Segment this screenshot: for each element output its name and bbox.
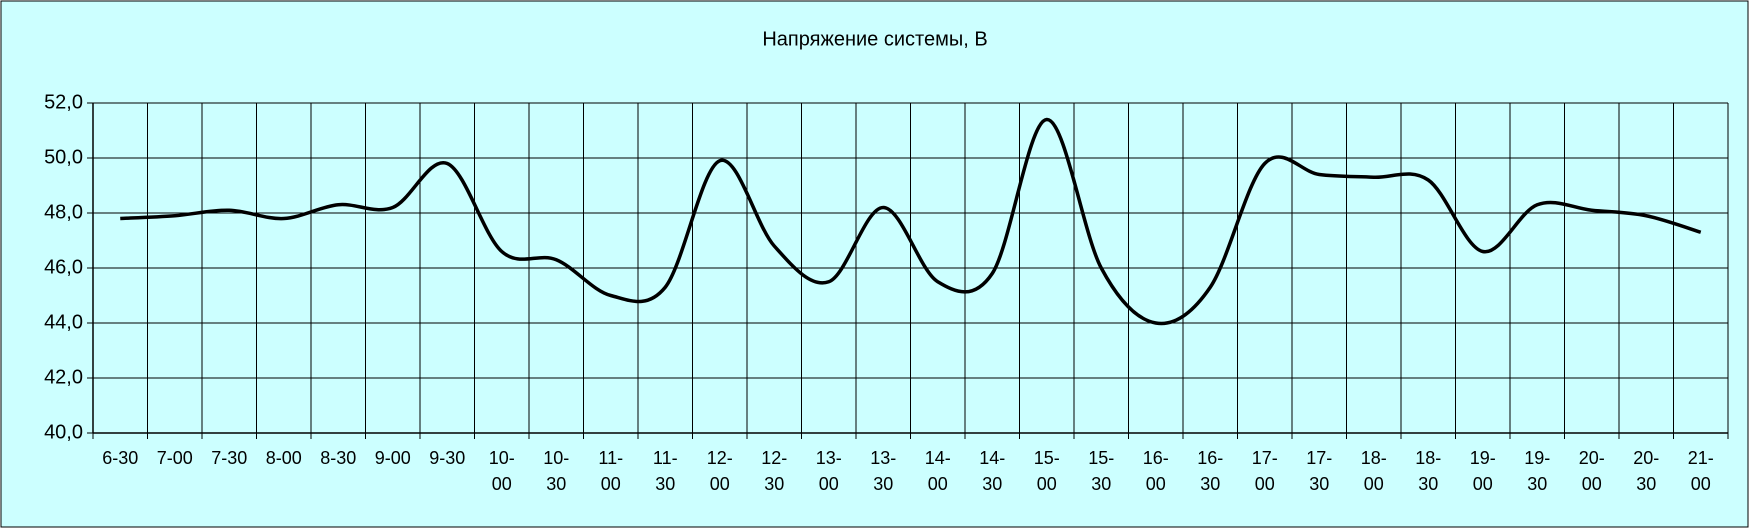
x-tick-label: 18-30: [1415, 448, 1442, 494]
x-tick-label: 16-30: [1197, 448, 1224, 494]
x-tick-label: 15-30: [1088, 448, 1115, 494]
x-tick-label: 6-30: [102, 448, 139, 468]
x-tick-label: 7-00: [156, 448, 193, 468]
x-tick-label: 8-00: [265, 448, 302, 468]
x-tick-label: 14-00: [924, 448, 951, 494]
x-tick-label: 12-30: [761, 448, 788, 494]
x-tick-label: 15-00: [1033, 448, 1060, 494]
y-tick-label: 40,0: [44, 421, 83, 443]
x-tick-label: 17-00: [1251, 448, 1278, 494]
y-tick-label: 44,0: [44, 311, 83, 333]
x-tick-label: 9-00: [374, 448, 411, 468]
x-tick-label: 12-00: [706, 448, 733, 494]
y-tick-label: 52,0: [44, 91, 83, 113]
chart-title: Напряжение системы, В: [762, 28, 987, 50]
y-tick-label: 50,0: [44, 146, 83, 168]
x-tick-label: 17-30: [1306, 448, 1333, 494]
x-tick-label: 11-30: [652, 448, 678, 494]
y-tick-label: 48,0: [44, 201, 83, 223]
x-tick-label: 19-30: [1524, 448, 1551, 494]
x-tick-label: 13-00: [815, 448, 842, 494]
x-tick-label: 20-30: [1633, 448, 1660, 494]
x-tick-label: 10-00: [488, 448, 515, 494]
x-tick-label: 9-30: [429, 448, 466, 468]
x-tick-label: 21-00: [1687, 448, 1714, 494]
x-tick-label: 8-30: [320, 448, 357, 468]
y-tick-label: 42,0: [44, 366, 83, 388]
x-tick-label: 14-30: [979, 448, 1006, 494]
y-tick-label: 46,0: [44, 256, 83, 278]
x-tick-label: 16-00: [1142, 448, 1169, 494]
data-line: [120, 117, 1702, 326]
x-tick-label: 19-00: [1469, 448, 1496, 494]
x-tick-label: 7-30: [211, 448, 248, 468]
x-tick-label: 11-00: [598, 448, 624, 494]
x-tick-label: 18-00: [1360, 448, 1387, 494]
x-tick-label: 13-30: [870, 448, 897, 494]
x-tick-label: 20-00: [1578, 448, 1605, 494]
x-tick-label: 10-30: [543, 448, 570, 494]
